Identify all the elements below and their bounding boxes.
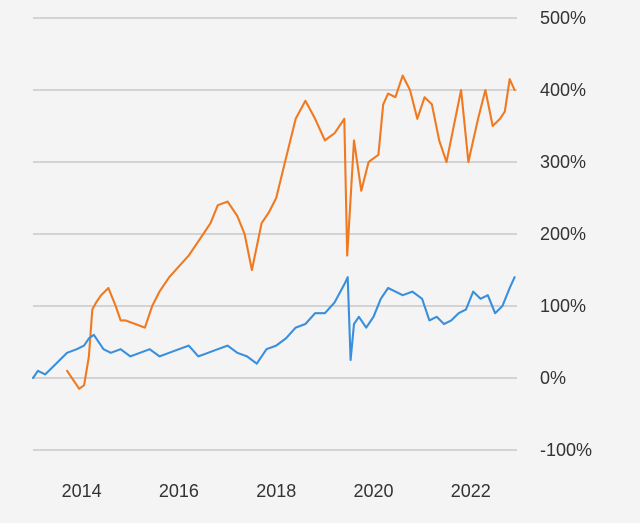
series-line-2 bbox=[31, 276, 516, 380]
y-tick-label: 300% bbox=[540, 152, 586, 172]
x-tick-label: 2018 bbox=[256, 481, 296, 501]
y-tick-label: -100% bbox=[540, 440, 592, 460]
x-tick-label: 2014 bbox=[62, 481, 102, 501]
series-line-1 bbox=[66, 74, 516, 390]
y-axis-tick-labels: 500% 400% 300% 200% 100% 0% -100% bbox=[540, 8, 592, 460]
x-tick-label: 2022 bbox=[451, 481, 491, 501]
gridlines bbox=[33, 17, 517, 451]
x-tick-label: 2016 bbox=[159, 481, 199, 501]
series-lines bbox=[31, 74, 516, 390]
x-tick-label: 2020 bbox=[353, 481, 393, 501]
y-tick-label: 100% bbox=[540, 296, 586, 316]
y-tick-label: 200% bbox=[540, 224, 586, 244]
y-tick-label: 400% bbox=[540, 80, 586, 100]
y-tick-label: 0% bbox=[540, 368, 566, 388]
x-axis-tick-labels: 2014 2016 2018 2020 2022 bbox=[62, 481, 491, 501]
y-tick-label: 500% bbox=[540, 8, 586, 28]
